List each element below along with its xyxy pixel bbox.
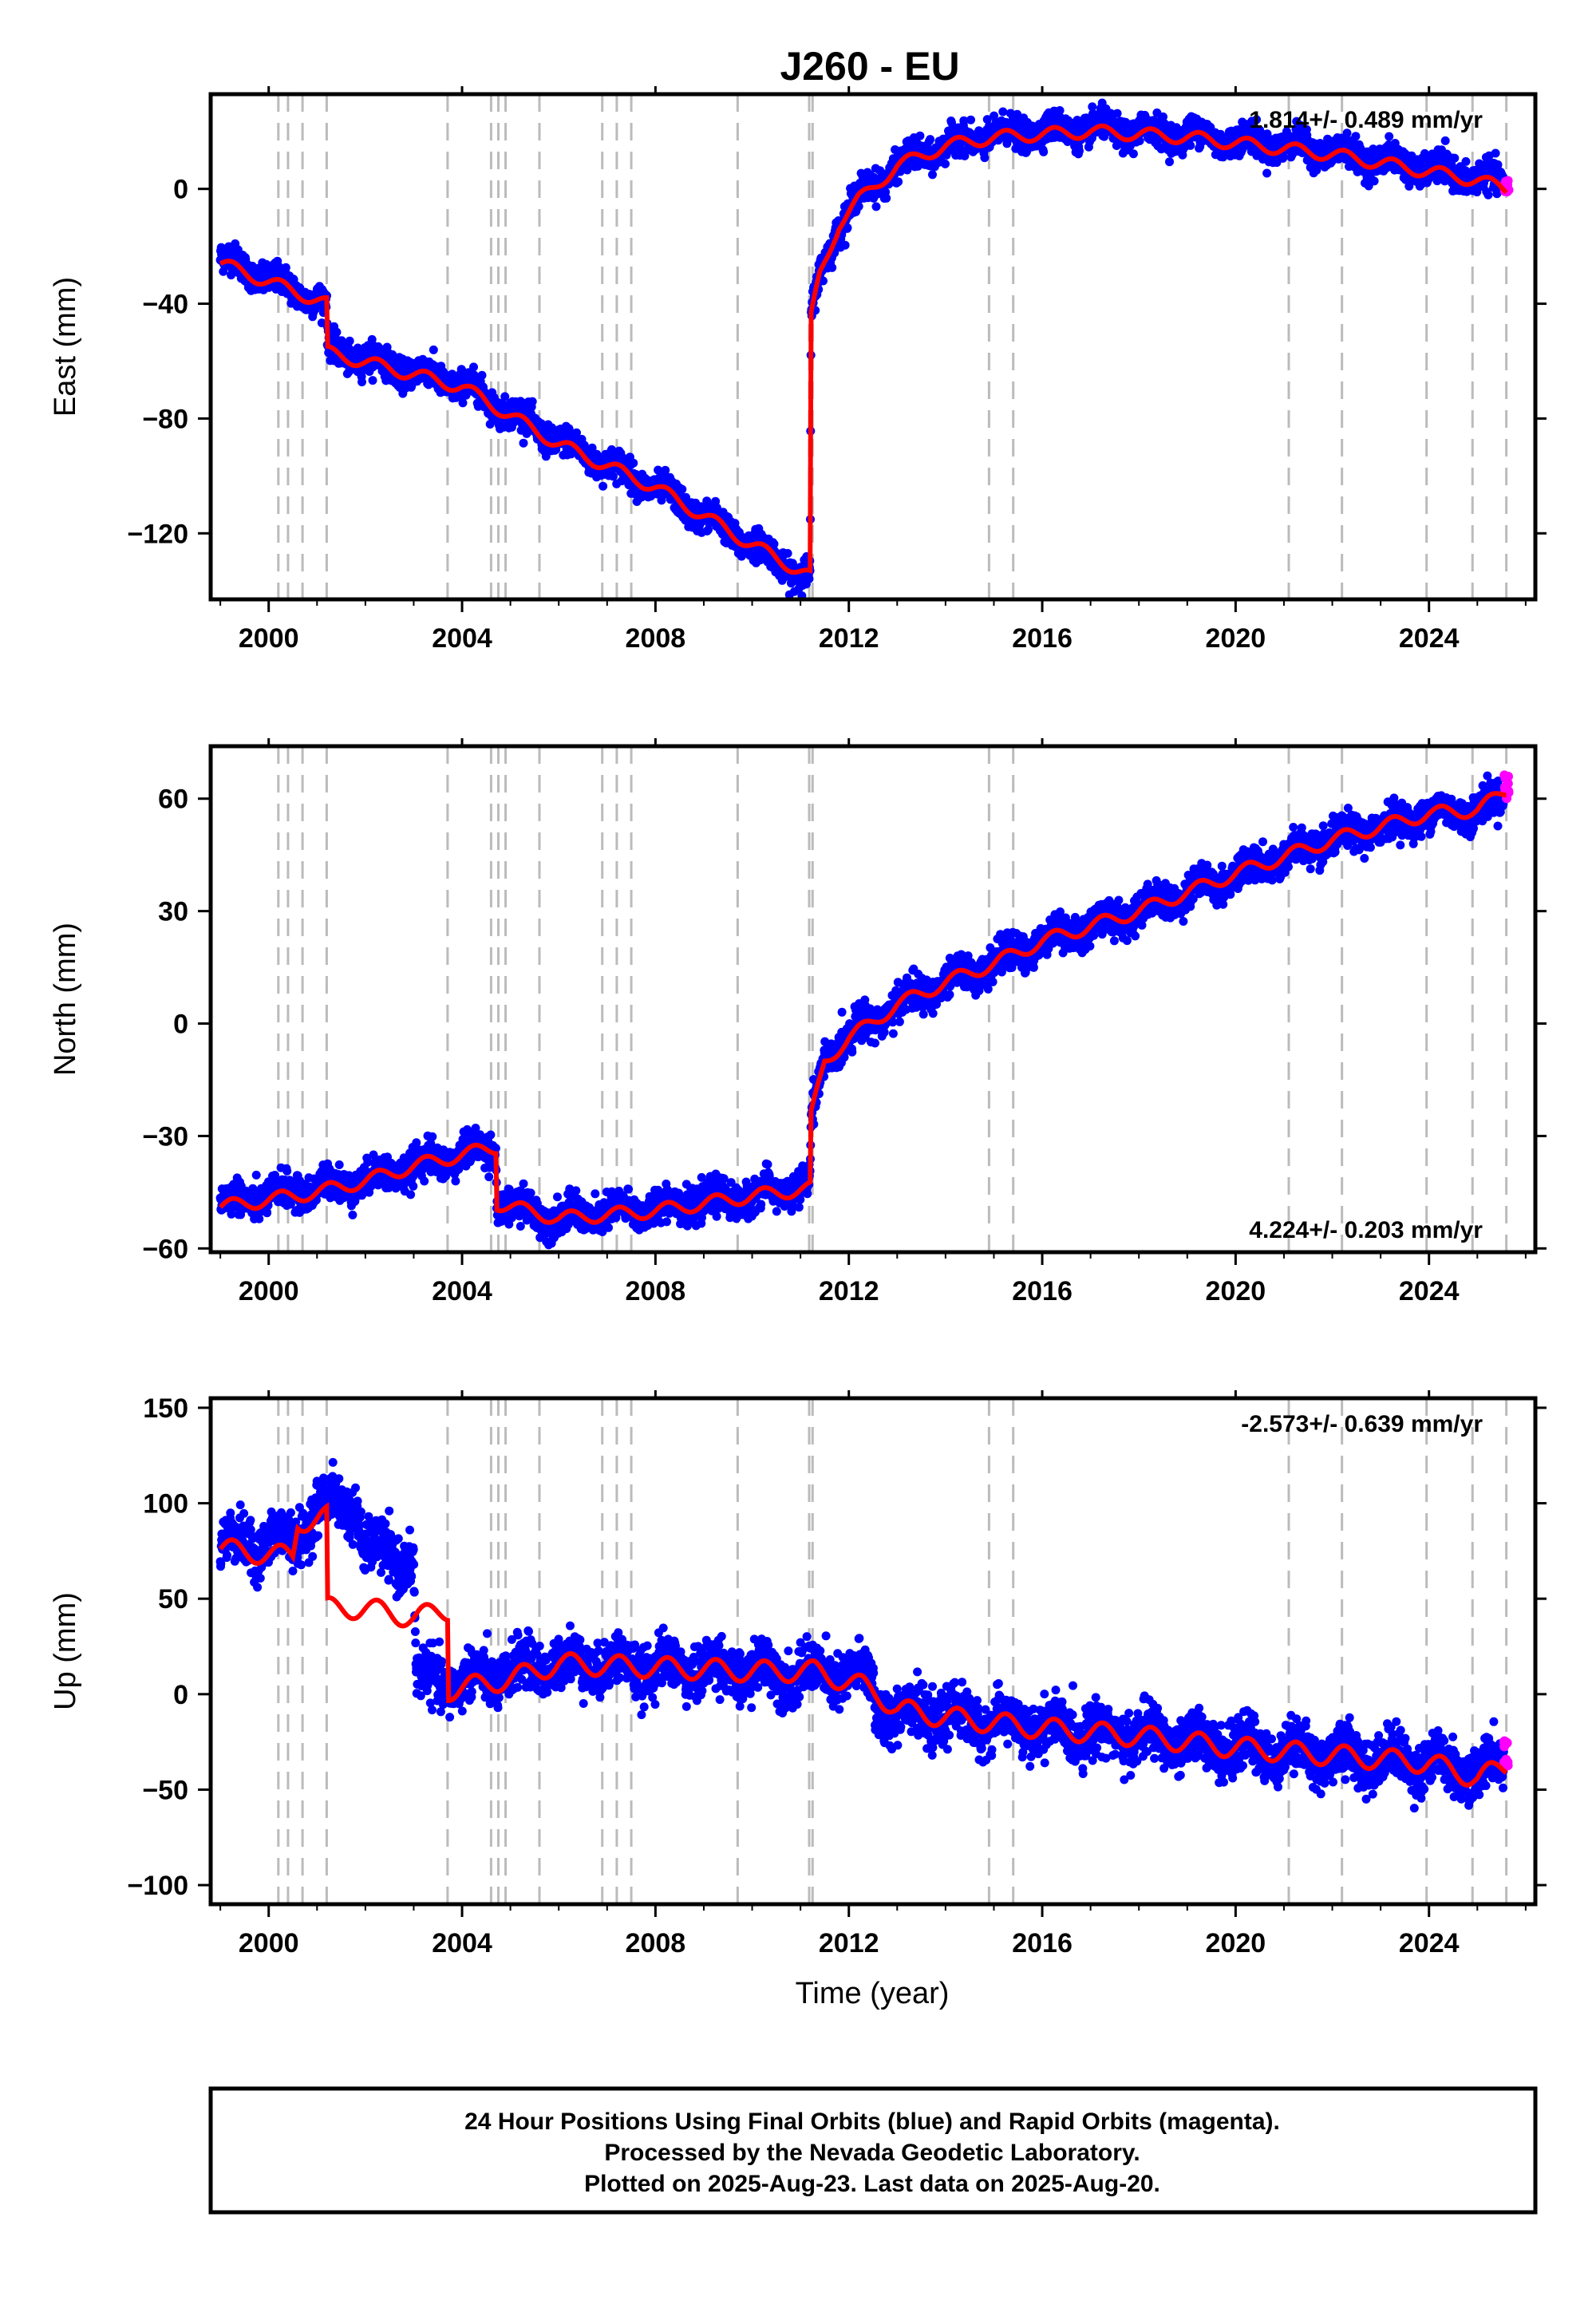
final-orbit-point — [598, 482, 607, 491]
x-tick-label: 2000 — [239, 623, 299, 654]
x-tick-label: 2008 — [626, 623, 686, 654]
final-orbit-point — [980, 153, 989, 162]
final-orbit-point — [282, 1167, 291, 1176]
chart-title: J260 - EU — [780, 44, 959, 89]
final-orbit-point — [1262, 169, 1271, 178]
final-orbit-point — [1462, 157, 1471, 166]
final-orbit-point — [1113, 109, 1122, 118]
y-tick-label: 0 — [173, 175, 188, 205]
final-orbit-point — [609, 472, 618, 480]
final-orbit-point — [872, 202, 881, 211]
final-orbit-point — [1441, 136, 1450, 145]
y-tick-label: −120 — [127, 519, 188, 549]
x-tick-label: 2012 — [819, 623, 879, 654]
final-orbit-point — [335, 1160, 344, 1169]
final-orbit-point — [926, 135, 934, 144]
final-orbit-point — [915, 132, 924, 140]
final-orbit-point — [519, 439, 528, 448]
x-tick-label: 2024 — [1399, 623, 1460, 654]
final-orbit-point — [928, 170, 937, 179]
final-orbits-series — [216, 99, 1514, 601]
final-orbit-point — [828, 263, 836, 272]
final-orbit-point — [332, 328, 341, 337]
final-orbit-point — [805, 575, 814, 583]
final-orbit-point — [263, 1208, 271, 1217]
final-orbit-point — [478, 371, 487, 380]
final-orbit-point — [282, 263, 290, 272]
model-fit-line — [220, 126, 1507, 572]
final-orbit-point — [1039, 148, 1048, 156]
y-tick-label: −80 — [142, 404, 188, 434]
final-orbit-point — [678, 485, 686, 494]
final-orbit-point — [1165, 157, 1174, 166]
final-orbit-point — [1450, 154, 1459, 163]
final-orbit-point — [252, 1171, 261, 1180]
velocity-rate-label: 1.814+/- 0.489 mm/yr — [1249, 107, 1483, 133]
east-panel: 2000 2004 2008 2012 2016 2020 2024 −120 −80 −40 0 E… — [49, 86, 1547, 654]
final-orbit-point — [1385, 132, 1393, 141]
final-orbit-point — [784, 549, 792, 558]
final-orbit-point — [358, 377, 366, 386]
final-orbit-point — [998, 108, 1007, 117]
final-orbit-point — [528, 397, 537, 406]
final-orbit-point — [629, 459, 638, 468]
final-orbit-point — [1075, 147, 1084, 156]
final-orbit-point — [894, 177, 903, 186]
final-orbits-series — [216, 770, 1514, 1249]
final-orbit-point — [1484, 191, 1493, 200]
final-orbit-point — [841, 241, 850, 250]
final-orbit-point — [882, 194, 891, 203]
x-tick-label: 2016 — [1012, 623, 1073, 654]
final-orbit-point — [941, 160, 950, 168]
x-tick-label: 2004 — [432, 623, 492, 654]
final-orbit-point — [429, 346, 438, 354]
y-axis-label: East (mm) — [49, 277, 82, 417]
final-orbit-point — [369, 376, 377, 385]
final-orbit-point — [1129, 149, 1138, 158]
final-orbit-point — [1186, 141, 1195, 150]
final-orbit-point — [966, 116, 975, 124]
final-orbit-point — [1491, 149, 1500, 158]
y-tick-label: −40 — [142, 290, 188, 320]
final-orbit-point — [459, 398, 468, 407]
final-orbit-point — [346, 337, 354, 346]
final-orbit-point — [469, 362, 478, 371]
x-tick-label: 2020 — [1206, 623, 1266, 654]
final-orbit-point — [1370, 176, 1379, 185]
